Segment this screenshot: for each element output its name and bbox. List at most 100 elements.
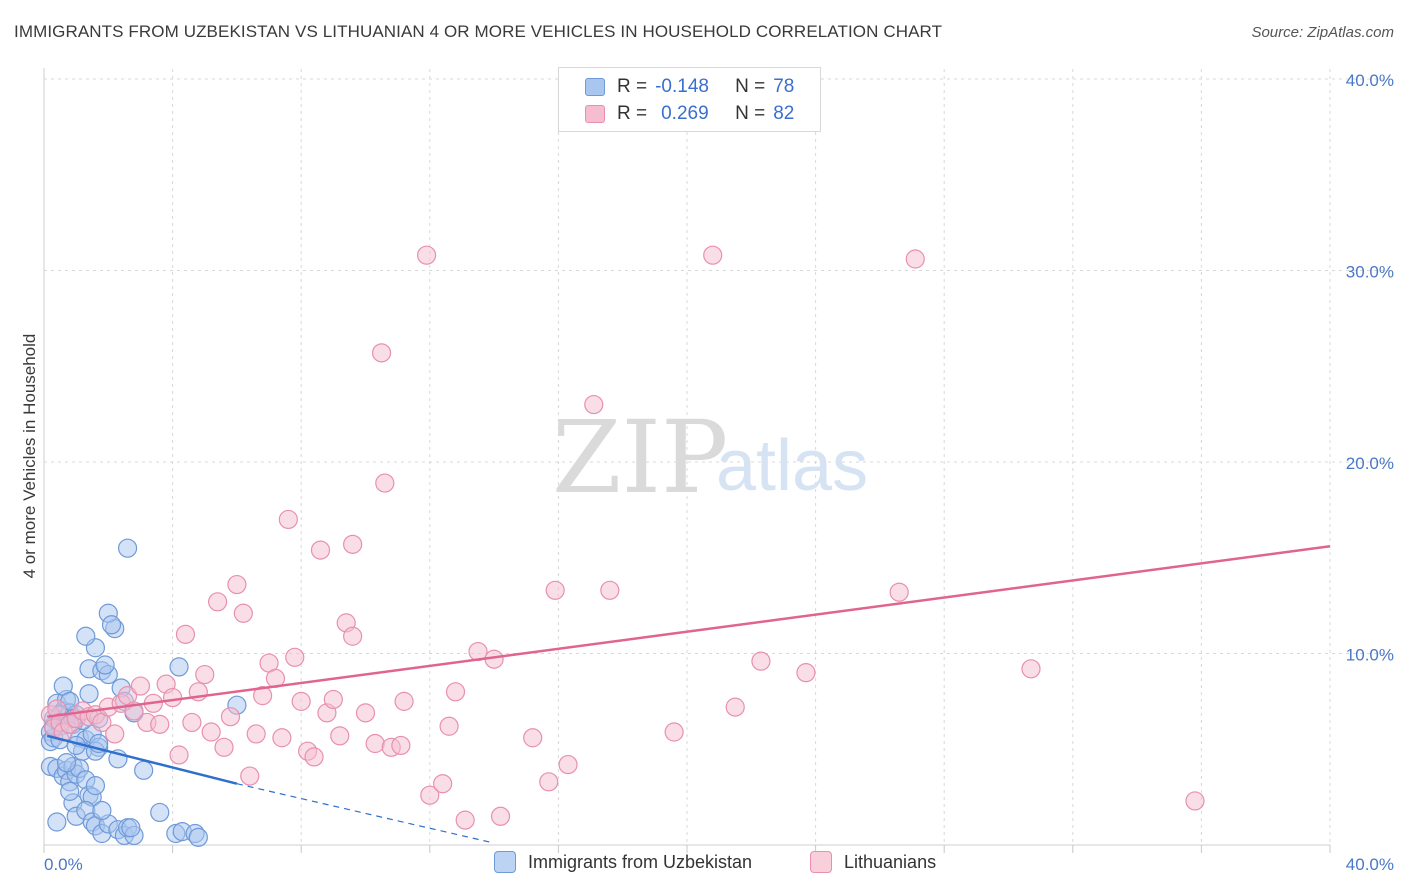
lithuanians-point[interactable]: [416, 245, 437, 265]
lithuanians-point[interactable]: [201, 722, 221, 742]
lithuanians-point[interactable]: [545, 580, 565, 600]
lithuanians-point[interactable]: [169, 745, 189, 765]
uzbekistan-point[interactable]: [60, 781, 80, 801]
lithuanians-point[interactable]: [905, 249, 925, 269]
lithuanians-point[interactable]: [420, 785, 440, 805]
lithuanians-point[interactable]: [445, 682, 466, 702]
lithuanians-point[interactable]: [182, 712, 202, 733]
lithuanians-point[interactable]: [664, 722, 684, 742]
lithuanians-point[interactable]: [285, 647, 305, 667]
watermark-zip: ZIP: [552, 399, 728, 516]
lithuanians-point[interactable]: [163, 687, 183, 708]
legend-r-value: -0.148: [655, 76, 709, 97]
lithuanians-point[interactable]: [214, 737, 234, 757]
lithuanians-point[interactable]: [391, 735, 411, 756]
lithuanians-point[interactable]: [208, 592, 228, 612]
lithuanians-point[interactable]: [394, 691, 414, 711]
uzbekistan-point[interactable]: [47, 812, 67, 832]
lithuanians-point[interactable]: [195, 664, 215, 685]
lithuanians-point[interactable]: [233, 603, 253, 623]
lithuanians-point[interactable]: [365, 733, 385, 754]
uzbekistan-point[interactable]: [188, 827, 208, 847]
lithuanians-point[interactable]: [455, 810, 475, 830]
lithuanians-point[interactable]: [130, 676, 151, 696]
lithuanians-point[interactable]: [1021, 659, 1041, 679]
x-tick-label-max: 40.0%: [1346, 855, 1394, 874]
lithuanians-point[interactable]: [725, 697, 745, 717]
lithuanians-point[interactable]: [246, 724, 266, 744]
lithuanians-point[interactable]: [310, 540, 331, 560]
legend-label-lithuanians: Lithuanians: [844, 851, 937, 872]
lithuanians-point[interactable]: [355, 703, 376, 723]
uzbekistan-point[interactable]: [79, 684, 99, 704]
uzbekistan-point[interactable]: [76, 626, 96, 646]
lithuanians-point[interactable]: [558, 754, 578, 775]
uzbekistan-point[interactable]: [169, 657, 189, 677]
lithuanians-point[interactable]: [343, 626, 363, 646]
lithuanians-point[interactable]: [323, 689, 343, 710]
uzbekistan-trend-line: [46, 734, 238, 785]
lithuanians-point[interactable]: [584, 394, 604, 415]
uzbekistan-point[interactable]: [95, 655, 115, 675]
legend-r-label: R =: [617, 76, 648, 97]
y-tick-label: 40.0%: [1346, 71, 1394, 90]
uzbekistan-point[interactable]: [92, 800, 112, 821]
lithuanians-point[interactable]: [433, 774, 453, 794]
lithuanians-point[interactable]: [600, 580, 620, 600]
lithuanians-point[interactable]: [272, 728, 292, 748]
series-lithuanians-points: [40, 245, 1205, 830]
lithuanians-point[interactable]: [751, 651, 771, 671]
chart-title: IMMIGRANTS FROM UZBEKISTAN VS LITHUANIAN…: [14, 22, 943, 41]
lithuanians-point[interactable]: [291, 691, 311, 711]
uzbekistan-point[interactable]: [56, 753, 77, 773]
trend-lines: [46, 545, 1331, 844]
y-tick-labels: 10.0% 20.0% 30.0% 40.0%: [1346, 71, 1394, 665]
uzbekistan-point[interactable]: [134, 760, 154, 780]
legend-item-lithuanians[interactable]: Lithuanians: [810, 851, 936, 873]
lithuanians-point[interactable]: [1185, 791, 1205, 811]
uzbekistan-point[interactable]: [121, 818, 141, 838]
lithuanians-point[interactable]: [253, 686, 273, 706]
lithuanians-point[interactable]: [703, 245, 723, 265]
lithuanians-point[interactable]: [371, 343, 392, 363]
legend-n-label: N =: [735, 76, 766, 97]
uzbekistan-point[interactable]: [150, 802, 170, 823]
source-label: Source: ZipAtlas.com: [1251, 24, 1394, 41]
lithuanians-point[interactable]: [523, 728, 543, 748]
legend-r-label: R =: [617, 103, 648, 124]
lithuanians-trend-line: [47, 545, 1331, 718]
uzbekistan-point[interactable]: [101, 615, 122, 635]
lithuanians-point[interactable]: [227, 574, 247, 595]
lithuanians-point[interactable]: [240, 766, 260, 786]
legend-row-uzbekistan: R = -0.148 N = 78: [585, 75, 794, 99]
legend-item-uzbekistan[interactable]: Immigrants from Uzbekistan: [494, 851, 752, 873]
lithuanians-point[interactable]: [439, 716, 459, 736]
series-legend: Immigrants from Uzbekistan Lithuanians: [0, 851, 1406, 877]
lithuanians-point[interactable]: [375, 473, 395, 493]
legend-n-label: N =: [735, 103, 766, 124]
legend-swatch-lithuanians: [810, 851, 832, 873]
legend-swatch-blue: [585, 78, 605, 96]
legend-r-value: 0.269: [661, 103, 709, 124]
legend-n-value: 78: [773, 76, 795, 97]
uzbekistan-point[interactable]: [85, 776, 106, 796]
lithuanians-point[interactable]: [278, 509, 298, 530]
lithuanians-point[interactable]: [304, 747, 324, 767]
lithuanians-point[interactable]: [490, 806, 511, 826]
lithuanians-point[interactable]: [343, 534, 363, 554]
legend-label-uzbekistan: Immigrants from Uzbekistan: [528, 851, 753, 872]
lithuanians-point[interactable]: [330, 726, 350, 746]
lithuanians-point[interactable]: [150, 714, 170, 734]
legend-row-lithuanians: R = 0.269 N = 82: [585, 102, 794, 126]
lithuanians-point[interactable]: [539, 772, 559, 792]
lithuanians-point[interactable]: [175, 624, 196, 644]
grid-lines: [43, 68, 1390, 853]
lithuanians-point[interactable]: [220, 707, 241, 727]
lithuanians-point[interactable]: [796, 663, 816, 683]
y-tick-label: 30.0%: [1346, 263, 1394, 282]
uzbekistan-point[interactable]: [117, 538, 138, 558]
lithuanians-point[interactable]: [105, 724, 125, 744]
y-tick-label: 10.0%: [1346, 646, 1394, 665]
lithuanians-point[interactable]: [889, 582, 909, 602]
